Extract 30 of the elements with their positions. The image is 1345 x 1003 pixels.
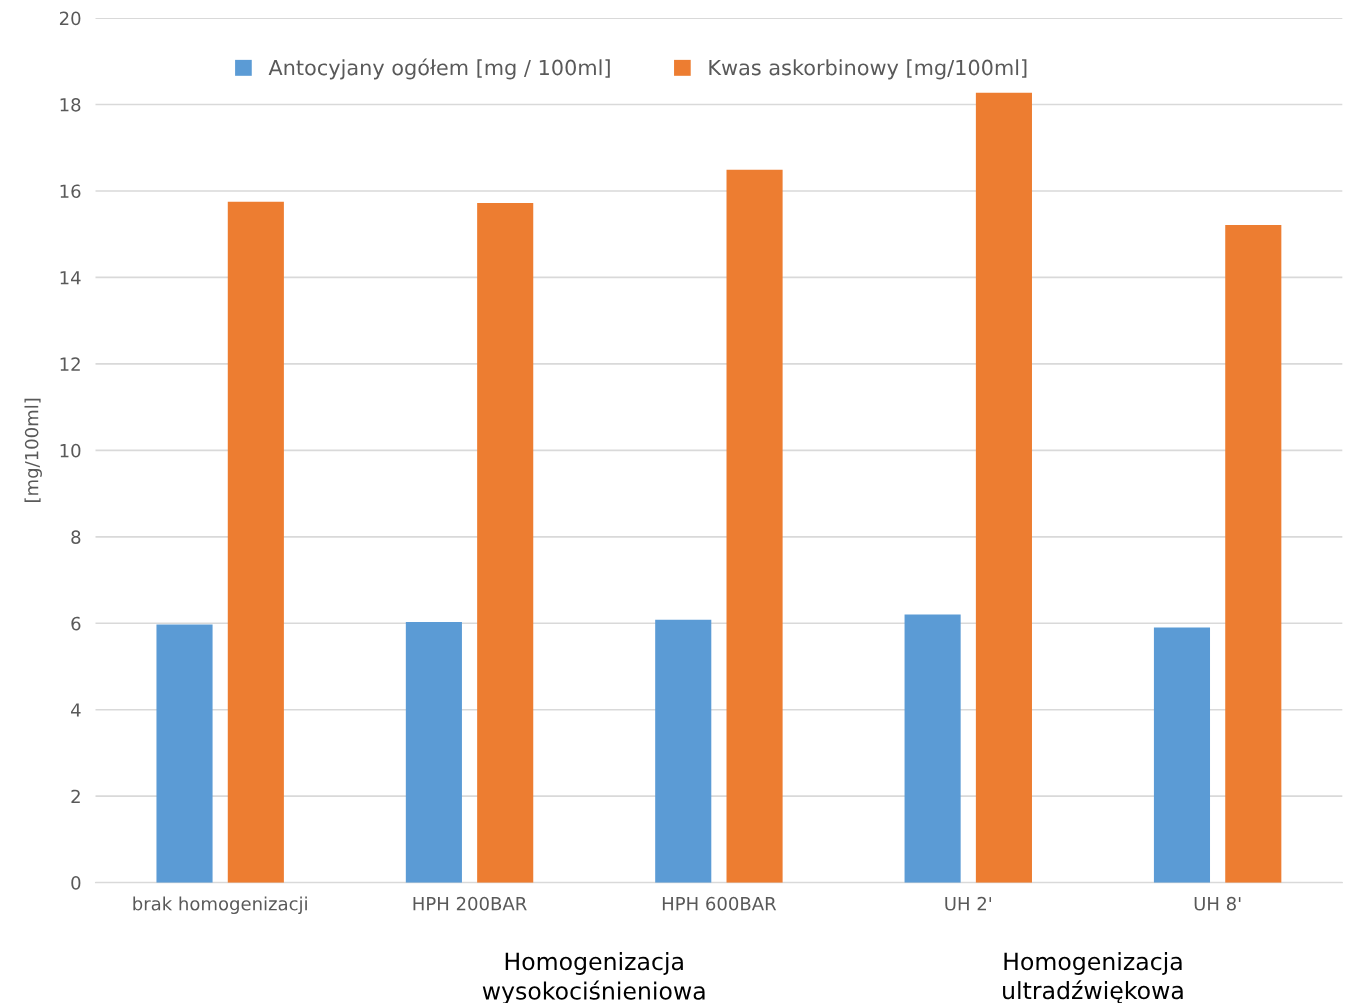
bar bbox=[477, 203, 534, 883]
bar bbox=[726, 169, 783, 883]
y-tick-label: 4 bbox=[71, 703, 81, 717]
legend-label: Antocyjany ogółem [mg / 100ml] bbox=[268, 58, 610, 80]
y-tick-label: 2 bbox=[71, 789, 80, 804]
y-tick-label: 12 bbox=[60, 357, 80, 371]
x-tick-label: brak homogenizacji bbox=[133, 896, 307, 914]
text: Homogenizacja ultradźwiękowa bbox=[1003, 952, 1183, 1003]
bar bbox=[227, 201, 284, 883]
bar bbox=[1153, 627, 1211, 883]
y-tick-label: 20 bbox=[59, 11, 81, 26]
bar bbox=[405, 621, 462, 883]
x-tick-label: UH 8' bbox=[1194, 896, 1241, 911]
y-tick-label: 16 bbox=[60, 184, 81, 199]
x-tick-label: HPH 200BAR bbox=[413, 896, 527, 911]
x-tick-label: UH 2' bbox=[945, 896, 992, 911]
y-axis-title: [mg/100ml] bbox=[24, 398, 42, 502]
x-tick-label: HPH 600BAR bbox=[662, 896, 777, 911]
bar bbox=[1225, 225, 1282, 883]
bar bbox=[975, 92, 1032, 883]
y-tick-label: 18 bbox=[60, 97, 81, 112]
bar bbox=[655, 619, 712, 883]
y-tick-label: 6 bbox=[71, 616, 81, 631]
bar bbox=[904, 614, 961, 883]
y-tick-label: 10 bbox=[60, 443, 81, 458]
y-tick-label: 0 bbox=[71, 876, 81, 890]
y-tick-label: 14 bbox=[60, 271, 81, 285]
legend-label: Kwas askorbinowy [mg/100ml] bbox=[709, 59, 1027, 80]
y-tick-label: 8 bbox=[71, 530, 81, 544]
bar bbox=[156, 624, 213, 883]
